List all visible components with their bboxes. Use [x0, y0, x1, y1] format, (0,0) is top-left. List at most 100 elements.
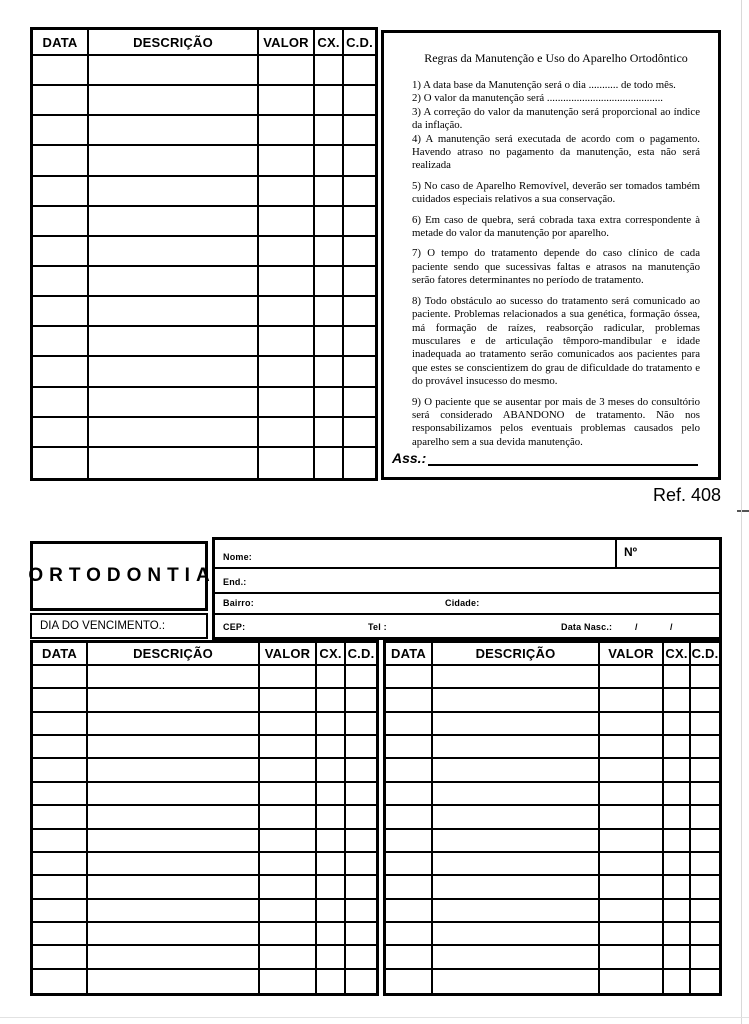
rule-item: 2) O valor da manutenção será ..........… — [412, 92, 663, 105]
bottom-ledger-table-left: DATA DESCRIÇÃO VALOR CX. C.D. — [30, 640, 379, 996]
table-cell — [315, 146, 344, 177]
bottom-ledger-table-right: DATA DESCRIÇÃO VALOR CX. C.D. — [383, 640, 722, 996]
table-cell — [315, 116, 344, 147]
table-cell — [433, 969, 600, 993]
signature-label: Ass.: — [392, 450, 427, 466]
table-cell — [33, 176, 89, 207]
table-cell — [33, 116, 89, 147]
table-cell — [386, 782, 433, 807]
table-cell — [315, 357, 344, 388]
table-cell — [315, 447, 344, 478]
table-cell — [691, 689, 719, 713]
column-header-descricao: DESCRIÇÃO — [433, 643, 600, 666]
table-cell — [386, 666, 433, 690]
table-cell — [346, 736, 376, 760]
patient-number-cell: Nº — [615, 540, 719, 567]
table-cell — [386, 689, 433, 713]
table-cell — [89, 116, 259, 147]
table-cell — [33, 266, 89, 298]
table-cell — [317, 806, 346, 830]
table-cell — [89, 297, 259, 328]
scan-edge-right — [741, 0, 742, 1024]
table-cell — [433, 829, 600, 853]
table-cell — [33, 969, 88, 993]
table-cell — [344, 448, 375, 478]
table-cell — [344, 237, 375, 267]
table-cell — [317, 829, 346, 853]
table-cell — [89, 447, 259, 478]
brand-title: ORTODONTIA — [28, 565, 216, 586]
table-cell — [346, 666, 376, 690]
table-cell — [344, 297, 375, 328]
rule-item: 4) A manutenção será executada de acordo… — [412, 132, 700, 172]
table-cell — [33, 327, 89, 358]
rule-item: 6) Em caso de quebra, será cobrada taxa … — [412, 213, 700, 240]
table-cell — [315, 297, 344, 328]
table-cell — [88, 922, 260, 947]
field-row-nome: Nome: Nº — [215, 540, 719, 569]
table-cell — [386, 876, 433, 900]
table-cell — [386, 969, 433, 993]
signature-row: Ass.: — [392, 450, 698, 466]
table-cell — [600, 852, 664, 877]
column-header-descricao: DESCRIÇÃO — [88, 643, 260, 666]
table-cell — [315, 176, 344, 207]
rule-item: 5) No caso de Aparelho Removível, deverã… — [412, 179, 700, 206]
top-ledger-table: DATA DESCRIÇÃO VALOR CX. C.D. — [30, 27, 378, 481]
table-cell — [317, 782, 346, 807]
table-cell — [346, 946, 376, 970]
table-cell — [33, 782, 88, 807]
table-cell — [691, 876, 719, 900]
table-cell — [664, 759, 691, 783]
table-cell — [89, 236, 259, 267]
table-cell — [260, 829, 317, 853]
table-cell — [386, 759, 433, 783]
table-cell — [433, 782, 600, 807]
patient-info-box: Nome: Nº End.: Bairro: Cidade: CEP: Tel … — [212, 537, 722, 640]
table-cell — [33, 447, 89, 478]
table-cell — [691, 759, 719, 783]
table-cell — [33, 712, 88, 737]
table-cell — [433, 876, 600, 900]
table-cell — [344, 146, 375, 177]
table-cell — [33, 666, 88, 690]
table-cell — [433, 712, 600, 737]
table-cell — [88, 899, 260, 923]
table-cell — [433, 922, 600, 947]
table-cell — [260, 899, 317, 923]
table-cell — [259, 236, 315, 267]
table-cell — [33, 357, 89, 388]
table-cell — [33, 86, 89, 117]
field-row-cep: CEP: Tel : Data Nasc.: / / — [215, 615, 719, 637]
table-cell — [317, 899, 346, 923]
table-cell — [315, 56, 344, 87]
table-cell — [433, 899, 600, 923]
table-cell — [315, 266, 344, 298]
table-cell — [691, 970, 719, 993]
table-cell — [344, 177, 375, 207]
table-cell — [315, 236, 344, 267]
table-cell — [33, 56, 89, 87]
column-header-data: DATA — [386, 643, 433, 666]
table-cell — [315, 387, 344, 418]
column-header-cx: CX. — [315, 30, 344, 56]
table-cell — [88, 759, 260, 783]
table-cell — [317, 689, 346, 713]
table-cell — [33, 387, 89, 418]
table-cell — [664, 782, 691, 807]
table-cell — [691, 713, 719, 737]
field-end-label: End.: — [223, 577, 247, 587]
table-cell — [386, 736, 433, 760]
rule-item: 3) A correção do valor da manutenção ser… — [412, 105, 700, 132]
rules-list: 1) A data base da Manutenção será o dia … — [412, 79, 700, 449]
table-cell — [260, 922, 317, 947]
table-cell — [317, 946, 346, 970]
table-cell — [89, 86, 259, 117]
table-cell — [664, 852, 691, 877]
table-cell — [33, 759, 88, 783]
table-cell — [386, 829, 433, 853]
table-cell — [88, 689, 260, 713]
brand-box: ORTODONTIA — [28, 541, 210, 611]
table-cell — [344, 418, 375, 448]
table-cell — [664, 829, 691, 853]
